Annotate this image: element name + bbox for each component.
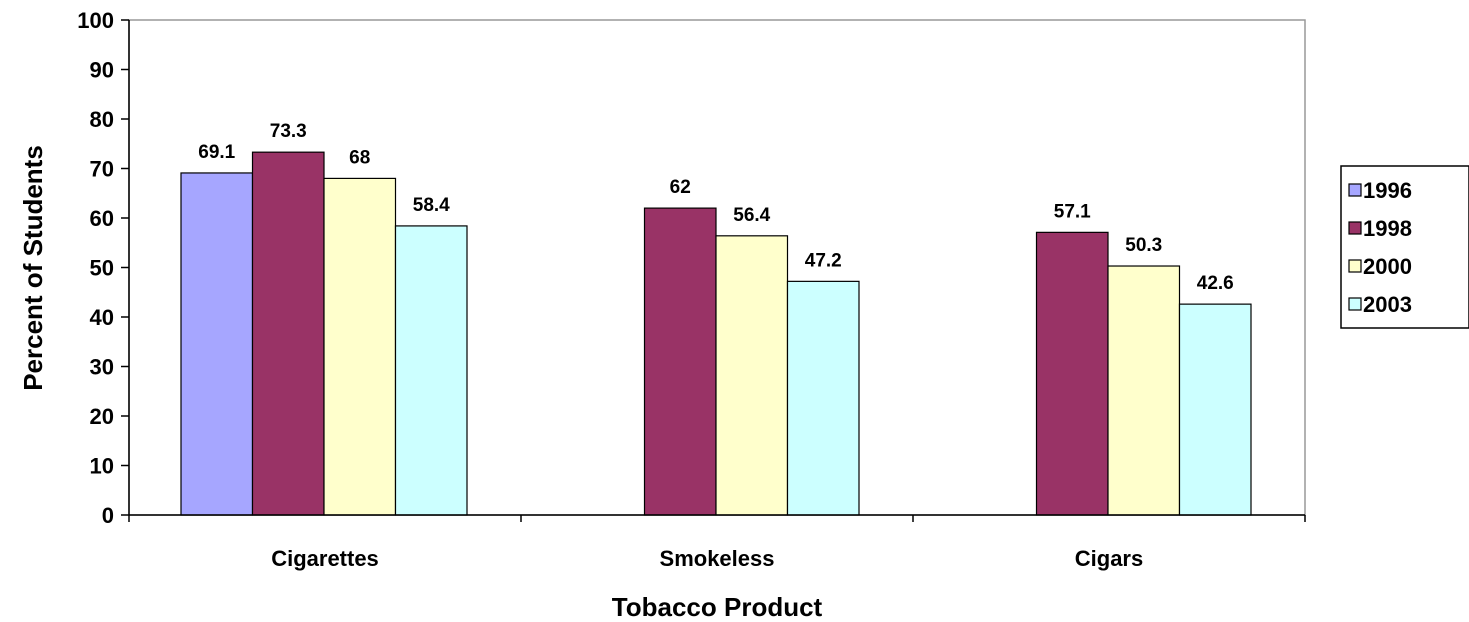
legend-swatch [1348,221,1362,235]
legend: 1996 1998 2000 2003 [1340,165,1469,329]
y-tick-label: 60 [90,206,114,231]
y-tick-label: 30 [90,355,114,380]
data-label: 57.1 [1054,201,1091,222]
y-tick-label: 20 [90,404,114,429]
bar-2000-smokeless [715,235,789,516]
bar-1996-cigarettes [180,172,254,516]
y-tick-label: 90 [90,58,114,83]
legend-label: 2003 [1363,292,1412,317]
legend-items: 1996 1998 2000 2003 [1348,178,1412,317]
bar-2000-cigars [1107,265,1181,516]
data-label: 47.2 [805,250,842,271]
legend-swatch [1348,183,1362,197]
legend-swatch [1348,297,1362,311]
data-label: 50.3 [1125,235,1162,256]
x-tick-label: Smokeless [660,546,775,571]
y-tick-label: 40 [90,305,114,330]
y-tick-label: 70 [90,157,114,182]
data-label: 68 [349,147,370,168]
data-label: 69.1 [198,142,235,163]
legend-swatch [1348,259,1362,273]
y-axis-ticks: 0 10 20 30 40 50 60 70 80 90 100 [77,8,129,528]
data-label: 42.6 [1197,273,1234,294]
legend-box [1340,165,1469,329]
bar-1998-cigars [1035,231,1109,516]
data-label: 56.4 [733,205,770,226]
legend-label: 2000 [1363,254,1412,279]
bars-group [180,151,1252,516]
data-label: 62 [670,177,691,198]
data-label: 73.3 [270,121,307,142]
x-tick-label: Cigarettes [271,546,379,571]
y-tick-label: 50 [90,256,114,281]
data-label: 58.4 [413,195,450,216]
x-axis-title: Tobacco Product [612,592,823,622]
bar-2003-cigars [1178,303,1252,516]
bar-2003-smokeless [786,280,860,516]
bar-2003-cigarettes [394,225,468,516]
y-tick-label: 100 [77,8,114,33]
x-axis-ticks: Cigarettes Smokeless Cigars [128,515,1306,571]
bar-2000-cigarettes [323,177,397,516]
y-axis-title: Percent of Students [18,145,48,391]
bar-1998-cigarettes [251,151,325,516]
y-tick-label: 80 [90,107,114,132]
y-tick-label: 10 [90,454,114,479]
x-tick-label: Cigars [1075,546,1143,571]
legend-label: 1996 [1363,178,1412,203]
data-labels-group: 69.1 73.3 62 57.1 68 56.4 50.3 58.4 47.2 42.6 [198,121,1233,294]
legend-label: 1998 [1363,216,1412,241]
bar-1998-smokeless [643,207,717,516]
y-tick-label: 0 [102,503,114,528]
